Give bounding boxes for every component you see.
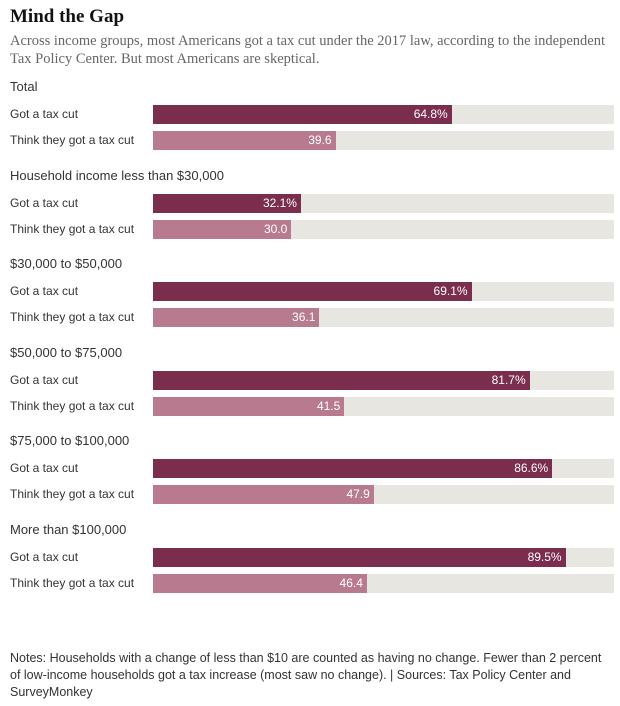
data-label: 30.0	[263, 221, 288, 236]
series-label: Got a tax cut	[10, 550, 79, 564]
data-label: 46.4	[339, 576, 363, 590]
bar	[153, 193, 301, 213]
data-label: 41.5	[316, 398, 341, 413]
bar-track: 36.1	[153, 308, 614, 328]
group-title: $30,000 to $50,000	[10, 256, 123, 272]
bar-track: 81.7%	[153, 370, 614, 390]
bar	[153, 485, 374, 505]
bar	[153, 459, 553, 479]
series-label: Think they got a tax cut	[10, 576, 135, 590]
group-title: $50,000 to $75,000	[10, 344, 123, 360]
bar	[153, 105, 452, 124]
series-label: Got a tax cut	[10, 461, 79, 476]
bar	[153, 396, 345, 416]
bar-track: 47.9	[153, 485, 614, 505]
series-label: Think they got a tax cut	[10, 310, 135, 325]
data-label: 64.8%	[413, 107, 448, 121]
group-title: More than $100,000	[10, 522, 127, 537]
bar-track: 32.1%	[153, 193, 614, 213]
data-label: 69.1%	[433, 284, 468, 299]
data-label: 47.9	[346, 487, 370, 502]
series-label: Got a tax cut	[10, 284, 79, 299]
data-label: 32.1%	[262, 195, 297, 210]
bar	[153, 574, 367, 593]
bar-track: 69.1%	[153, 282, 614, 302]
series-label: Got a tax cut	[10, 372, 79, 387]
bar-track: 41.5	[153, 396, 614, 416]
chart-subtitle: Across income groups, most Americans got…	[10, 33, 606, 67]
bar	[153, 131, 336, 150]
series-label: Got a tax cut	[10, 107, 79, 121]
bar-track: 46.4	[153, 574, 614, 593]
bar	[153, 282, 472, 302]
group-title: $75,000 to $100,000	[10, 433, 130, 449]
group-title: Household income less than $30,000	[10, 167, 224, 183]
data-label: 36.1	[292, 310, 316, 325]
bar	[153, 308, 320, 328]
bar-track: 30.0	[153, 219, 614, 239]
bar-track: 64.8%	[153, 105, 614, 124]
series-label: Think they got a tax cut	[10, 133, 135, 147]
series-label: Think they got a tax cut	[10, 398, 135, 413]
bar	[153, 548, 566, 567]
series-label: Got a tax cut	[10, 195, 79, 210]
bar	[153, 219, 292, 239]
data-label: 86.6%	[514, 461, 549, 476]
data-label: 39.6	[308, 133, 332, 147]
bar-track: 89.5%	[153, 548, 614, 567]
bar-track: 86.6%	[153, 459, 614, 479]
bar	[153, 370, 530, 390]
chart-title: Mind the Gap	[10, 6, 125, 27]
bar-track: 39.6	[153, 131, 614, 150]
data-label: 81.7%	[491, 372, 526, 387]
series-label: Think they got a tax cut	[10, 221, 135, 236]
group-title: Total	[10, 79, 38, 94]
series-label: Think they got a tax cut	[10, 487, 135, 502]
bar-chart: Total Got a tax cut 64.8% Think they got a …	[10, 79, 614, 593]
chart-notes: Notes: Households with a change of less …	[10, 651, 602, 699]
data-label: 89.5%	[527, 550, 562, 564]
